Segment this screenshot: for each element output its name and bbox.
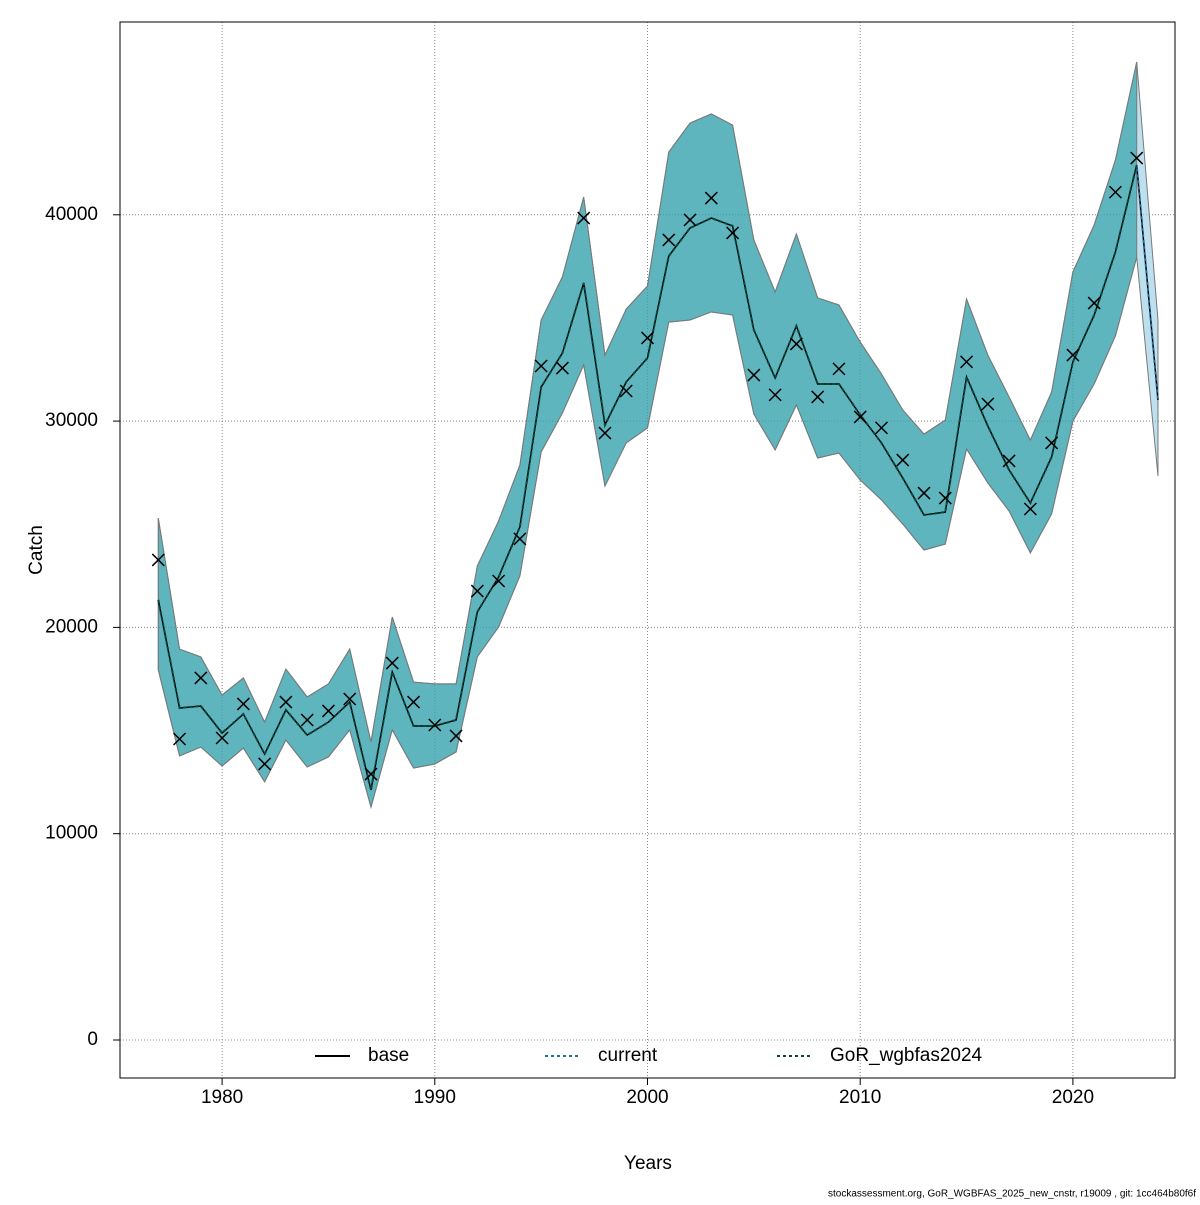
observation-marker	[917, 486, 931, 500]
observation-marker	[640, 331, 655, 345]
observation-marker	[215, 731, 229, 745]
observation-marker	[194, 671, 208, 685]
y-tick-label: 30000	[45, 410, 98, 431]
legend-label: GoR_wgbfas2024	[830, 1045, 983, 1066]
plot-frame	[119, 21, 1176, 1079]
observation-marker	[258, 757, 272, 771]
observation-marker	[534, 359, 548, 373]
observation-marker	[704, 191, 718, 205]
observation-marker	[789, 337, 803, 351]
y-tick-label: 40000	[45, 204, 98, 225]
observation-marker	[513, 532, 527, 546]
x-tick-label: 2010	[839, 1087, 881, 1108]
observation-marker	[300, 713, 314, 727]
observation-marker	[385, 656, 399, 670]
observation-marker	[1066, 348, 1080, 362]
observation-marker	[960, 355, 974, 369]
series-line	[157, 164, 1138, 791]
confidence-band	[157, 61, 1138, 809]
observation-marker	[406, 695, 421, 709]
observation-marker	[874, 421, 889, 435]
observation-marker	[577, 211, 591, 225]
observation-marker	[1087, 296, 1101, 310]
observation-marker	[470, 584, 484, 598]
x-tick-label: 2000	[626, 1087, 668, 1108]
observation-marker	[279, 695, 293, 709]
observation-marker	[981, 397, 995, 411]
observation-marker	[938, 491, 952, 505]
observation-marker	[1002, 454, 1016, 468]
observation-marker	[598, 426, 612, 440]
x-axis-label: Years	[624, 1153, 672, 1174]
observation-marker	[747, 368, 761, 382]
observation-marker	[1045, 436, 1059, 450]
observation-marker	[173, 732, 187, 746]
observation-marker	[1023, 502, 1037, 516]
observation-marker	[832, 362, 846, 376]
observation-marker	[449, 729, 463, 743]
y-tick-label: 10000	[45, 823, 98, 844]
footnote: stockassessment.org, GoR_WGBFAS_2025_new…	[828, 1189, 1196, 1200]
y-axis-label: Catch	[26, 525, 47, 575]
observation-marker	[343, 692, 357, 706]
observation-marker	[811, 390, 825, 404]
observation-marker	[662, 233, 676, 247]
observation-marker	[428, 718, 442, 732]
observation-marker	[236, 697, 250, 711]
observation-marker	[768, 388, 782, 402]
observation-marker	[492, 574, 506, 588]
legend-label: base	[368, 1045, 409, 1066]
observation-marker	[151, 553, 165, 567]
y-tick-label: 20000	[45, 616, 98, 637]
x-tick-label: 2020	[1052, 1087, 1094, 1108]
observation-marker	[1108, 185, 1122, 199]
observation-marker	[321, 704, 335, 718]
observation-marker	[555, 361, 569, 375]
x-tick-label: 1980	[201, 1087, 243, 1108]
observation-marker	[619, 384, 633, 398]
observation-marker	[364, 767, 378, 781]
legend-label: current	[598, 1045, 658, 1066]
x-tick-label: 1990	[414, 1087, 456, 1108]
observation-marker	[683, 213, 697, 227]
observation-marker	[726, 226, 740, 240]
observation-marker	[1130, 151, 1144, 165]
y-tick-label: 0	[87, 1029, 98, 1050]
observation-marker	[853, 410, 867, 424]
observation-marker	[896, 453, 910, 467]
